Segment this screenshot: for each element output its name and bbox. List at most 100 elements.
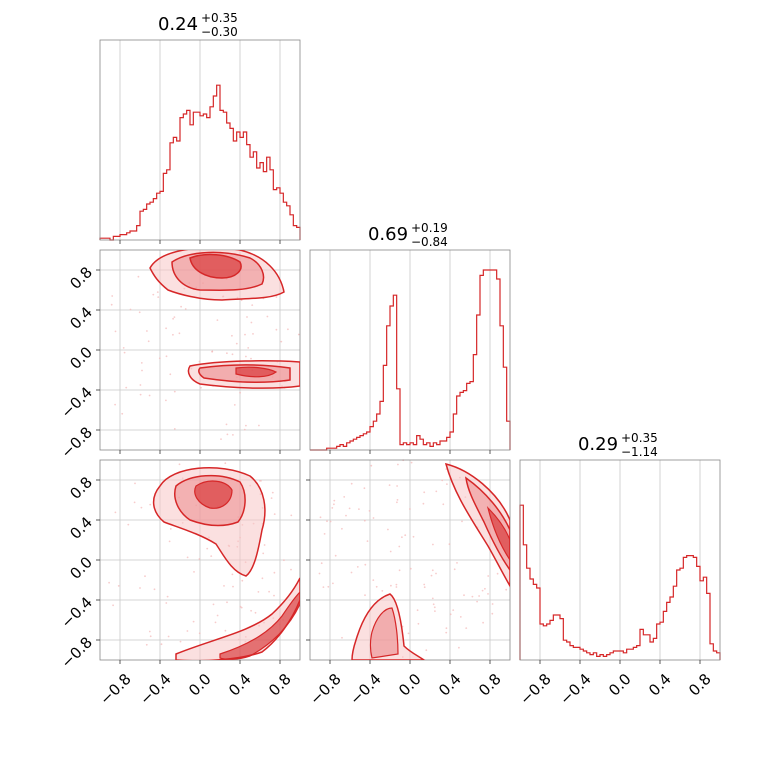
scatter-point — [139, 393, 142, 396]
scatter-point — [193, 571, 195, 573]
scatter-point — [258, 424, 260, 427]
contour-cap-inner — [194, 480, 233, 509]
xtick-label: −0.8 — [306, 670, 344, 708]
scatter-point — [192, 620, 195, 623]
scatter-point — [318, 572, 321, 575]
scatter-point — [401, 536, 403, 539]
scatter-point — [449, 613, 452, 616]
scatter-point — [179, 640, 182, 643]
scatter-point — [173, 390, 176, 393]
scatter-point — [372, 517, 375, 519]
title-1-median: 0.69 — [368, 224, 408, 245]
scatter-point — [240, 299, 243, 302]
scatter-point — [158, 357, 161, 360]
ytick-label: 0.8 — [66, 263, 96, 293]
xtick-label: 0.8 — [475, 670, 505, 700]
scatter-point — [123, 351, 126, 354]
scatter-point — [287, 328, 289, 331]
xtick-label: 0.4 — [645, 670, 675, 700]
xtick-label: −0.4 — [346, 670, 384, 708]
title-1-minus: −0.84 — [411, 235, 448, 249]
scatter-point — [422, 502, 425, 505]
scatter-point — [348, 507, 351, 510]
scatter-point — [333, 499, 336, 502]
scatter-point — [396, 501, 398, 504]
scatter-point — [110, 303, 113, 306]
scatter-point — [320, 562, 323, 565]
scatter-point — [239, 391, 242, 394]
scatter-point — [263, 544, 266, 546]
scatter-point — [254, 611, 257, 614]
scatter-point — [165, 327, 168, 330]
scatter-point — [180, 305, 183, 308]
scatter-point — [381, 590, 384, 592]
scatter-point — [261, 577, 264, 580]
scatter-point — [127, 523, 130, 526]
histogram-2 — [519, 504, 721, 660]
contour-inner — [189, 253, 242, 279]
scatter-point — [114, 403, 116, 406]
scatter-point — [198, 360, 201, 363]
xtick-label: −0.8 — [96, 670, 134, 708]
scatter-point — [505, 588, 508, 591]
scatter-point — [372, 579, 375, 581]
title-2-median: 0.29 — [578, 434, 618, 455]
scatter-point — [441, 479, 444, 482]
scatter-point — [149, 503, 152, 506]
xtick-label: −0.4 — [556, 670, 594, 708]
scatter-point — [350, 482, 353, 485]
scatter-point — [198, 632, 201, 635]
ytick-label: 0.4 — [66, 513, 96, 543]
scatter-point — [138, 311, 141, 314]
scatter-point — [409, 508, 411, 510]
scatter-point — [476, 600, 478, 603]
scatter-point — [233, 404, 236, 406]
scatter-point — [114, 330, 117, 333]
scatter-point — [246, 316, 248, 318]
scatter-point — [491, 603, 494, 605]
scatter-point — [250, 321, 253, 324]
scatter-point — [459, 616, 462, 618]
scatter-point — [165, 399, 167, 402]
scatter-point — [140, 506, 143, 509]
scatter-point — [471, 595, 474, 598]
scatter-point — [145, 643, 148, 646]
scatter-point — [117, 585, 120, 587]
scatter-point — [445, 627, 448, 630]
scatter-point — [247, 347, 250, 349]
scatter-point — [169, 528, 172, 530]
scatter-point — [244, 333, 246, 336]
scatter-point — [224, 629, 227, 632]
scatter-point — [417, 622, 420, 625]
panel-0-0 — [99, 39, 301, 244]
scatter-point — [390, 584, 392, 587]
scatter-point — [430, 574, 433, 577]
scatter-point — [370, 464, 373, 467]
scatter-point — [331, 507, 334, 509]
scatter-point — [232, 434, 234, 436]
scatter-point — [168, 540, 171, 543]
xtick-label: −0.8 — [516, 670, 554, 708]
contour-blob-inner — [369, 607, 399, 659]
scatter-point — [368, 510, 371, 512]
xtick-label: 0.4 — [225, 670, 255, 700]
histogram-1 — [310, 269, 511, 451]
scatter-point — [232, 585, 234, 588]
scatter-point — [141, 369, 143, 372]
xtick-label: 0.0 — [605, 670, 635, 700]
scatter-points — [318, 459, 511, 658]
scatter-point — [184, 308, 187, 310]
scatter-point — [226, 352, 228, 355]
scatter-point — [223, 585, 225, 587]
scatter-point — [122, 347, 125, 349]
scatter-point — [410, 461, 413, 464]
scatter-point — [398, 569, 401, 572]
scatter-point — [153, 588, 156, 591]
scatter-point — [200, 386, 202, 389]
scatter-point — [206, 547, 209, 550]
ytick-label: −0.4 — [58, 593, 96, 631]
contour-band-core — [235, 366, 278, 378]
scatter-point — [147, 340, 150, 343]
scatter-point — [178, 463, 181, 466]
